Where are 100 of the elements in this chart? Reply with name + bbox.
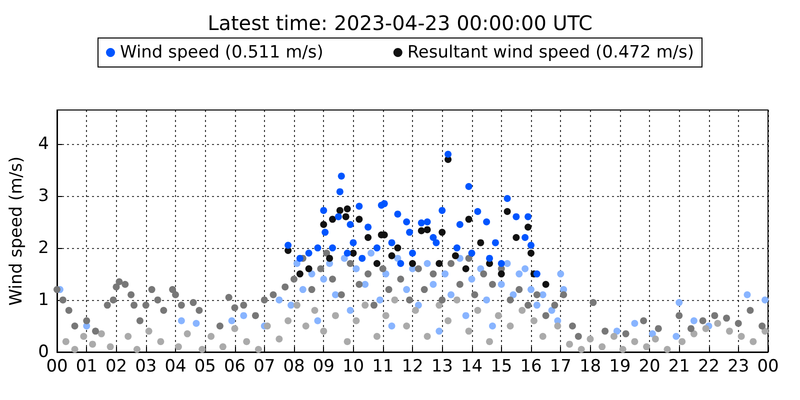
- point: [436, 328, 443, 335]
- point: [512, 234, 520, 242]
- point: [528, 242, 534, 249]
- point: [326, 254, 334, 262]
- x-tick-label: 16: [520, 356, 542, 376]
- point: [320, 276, 328, 283]
- point: [299, 286, 306, 294]
- x-tick-label: 22: [698, 356, 720, 376]
- point: [380, 200, 388, 208]
- x-tick-label: 02: [105, 356, 128, 376]
- point: [762, 296, 769, 304]
- point: [430, 234, 437, 242]
- point: [329, 216, 336, 223]
- point: [388, 239, 396, 246]
- point: [418, 227, 425, 234]
- point: [744, 291, 751, 298]
- point: [522, 234, 529, 242]
- point: [334, 213, 342, 220]
- point: [403, 286, 410, 294]
- point: [648, 330, 656, 338]
- x-tick-label: 19: [609, 356, 631, 376]
- point: [403, 218, 410, 226]
- point: [340, 254, 348, 262]
- point: [504, 208, 511, 215]
- x-tick-label: 17: [550, 356, 572, 376]
- point: [346, 220, 354, 228]
- point: [474, 208, 482, 215]
- y-tick-label: 4: [38, 134, 49, 154]
- point: [288, 302, 295, 309]
- point: [338, 172, 345, 180]
- point: [522, 265, 529, 272]
- point: [498, 270, 505, 278]
- point: [468, 250, 476, 257]
- point: [477, 265, 484, 272]
- point: [314, 317, 322, 324]
- point: [498, 280, 505, 288]
- point: [452, 252, 459, 260]
- point: [418, 219, 425, 226]
- point: [448, 291, 455, 298]
- point: [336, 206, 344, 214]
- point: [394, 244, 402, 252]
- point: [352, 265, 360, 272]
- point: [468, 276, 476, 283]
- point: [364, 224, 372, 231]
- point: [504, 260, 511, 268]
- point: [539, 291, 546, 298]
- point: [613, 328, 620, 335]
- point: [524, 213, 532, 220]
- point: [394, 210, 402, 218]
- point: [350, 250, 357, 257]
- point: [456, 220, 464, 228]
- point: [510, 291, 517, 298]
- point: [406, 228, 414, 236]
- point: [465, 216, 472, 223]
- x-tick-label: 21: [668, 356, 690, 376]
- x-tick-label: 00: [46, 356, 68, 376]
- x-tick-label: 18: [579, 356, 602, 376]
- point: [350, 239, 357, 246]
- x-tick-label: 07: [254, 356, 276, 376]
- point: [409, 250, 416, 257]
- point: [305, 265, 312, 272]
- point: [462, 265, 470, 272]
- point: [516, 270, 523, 278]
- y-axis-title: Wind speed (m/s): [6, 156, 26, 306]
- point: [672, 332, 680, 340]
- point: [414, 302, 422, 309]
- point: [533, 302, 540, 309]
- point: [342, 213, 350, 220]
- point: [356, 202, 363, 210]
- x-tick-label: 14: [460, 356, 483, 376]
- point: [528, 286, 534, 294]
- point: [488, 322, 496, 330]
- point: [362, 280, 369, 288]
- point: [178, 317, 185, 324]
- point: [524, 224, 532, 231]
- x-tick-label: 04: [164, 356, 186, 376]
- point: [397, 260, 404, 268]
- point: [373, 260, 380, 268]
- point: [382, 270, 390, 278]
- point: [548, 306, 556, 314]
- point: [631, 320, 638, 327]
- x-tick-label: 00: [757, 356, 779, 376]
- point: [676, 299, 683, 306]
- x-tick-label: 03: [135, 356, 157, 376]
- point: [557, 270, 564, 278]
- point: [329, 244, 336, 252]
- y-tick-label: 3: [38, 186, 49, 206]
- x-tick-label: 09: [312, 356, 334, 376]
- point: [376, 296, 384, 304]
- point: [477, 239, 484, 246]
- point: [465, 183, 472, 190]
- point: [438, 206, 446, 214]
- x-tick-label: 08: [283, 356, 305, 376]
- x-tick-label: 06: [224, 356, 246, 376]
- point: [192, 320, 200, 327]
- x-tick-label: 01: [76, 356, 98, 376]
- point: [462, 312, 470, 320]
- point: [320, 220, 328, 228]
- point: [486, 254, 494, 262]
- point: [388, 252, 396, 260]
